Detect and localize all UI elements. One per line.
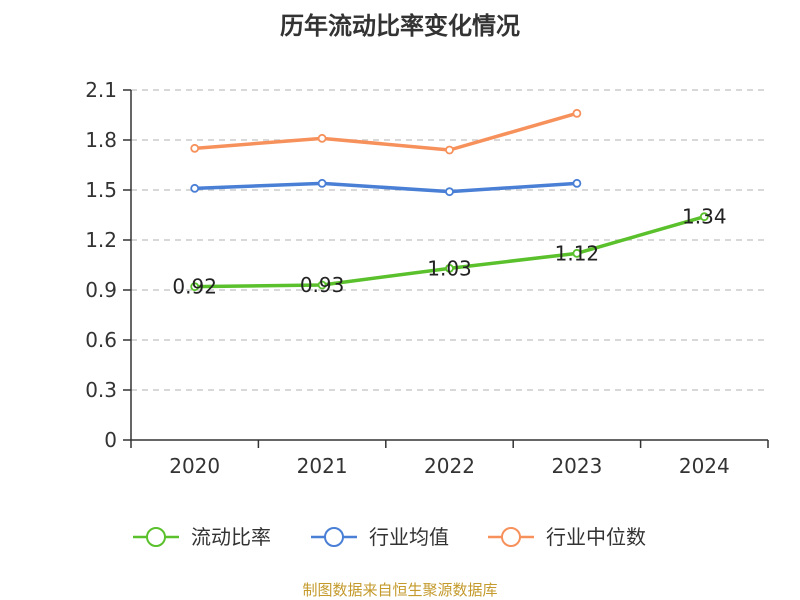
chart-title: 历年流动比率变化情况 bbox=[280, 12, 520, 40]
data-label-2023: 1.12 bbox=[555, 241, 600, 265]
data-source-note: 制图数据来自恒生聚源数据库 bbox=[302, 581, 498, 599]
y-tick-label: 0 bbox=[104, 428, 117, 452]
data-point-s0-2021 bbox=[317, 280, 327, 290]
data-point-s1-2022 bbox=[445, 187, 454, 197]
x-tick-label-2020: 2020 bbox=[169, 454, 220, 478]
x-tick-label-2024: 2024 bbox=[679, 454, 730, 478]
data-point-s1-2023 bbox=[572, 178, 582, 188]
legend-marker-icon bbox=[501, 527, 521, 547]
x-tick-label-2021: 2021 bbox=[297, 454, 348, 478]
data-point-s1-2020 bbox=[190, 183, 200, 193]
data-label-2022: 1.03 bbox=[427, 256, 472, 280]
series-line-2 bbox=[192, 111, 579, 152]
data-label-2020: 0.92 bbox=[172, 275, 217, 299]
y-tick-label: 1.5 bbox=[85, 178, 117, 202]
y-tick-label: 1.8 bbox=[85, 128, 117, 152]
grid-lines bbox=[131, 89, 768, 391]
legend-marker-icon bbox=[324, 527, 344, 547]
series-line-1 bbox=[192, 181, 579, 194]
y-tick-label: 1.2 bbox=[85, 228, 117, 252]
legend-item-2[interactable]: 行业中位数 bbox=[488, 525, 646, 549]
axes: 0 0.3 0.6 0.9 1.2 1.5 1.8 2.1 2020 2021 2022 2023 20… bbox=[85, 78, 769, 478]
legend-marker-icon bbox=[146, 527, 166, 547]
data-point-s2-2020 bbox=[190, 143, 200, 153]
y-tick-label: 2.1 bbox=[85, 78, 117, 102]
y-tick-label: 0.3 bbox=[85, 378, 117, 402]
data-point-s2-2023 bbox=[572, 108, 582, 118]
data-point-s0-2023 bbox=[572, 248, 582, 258]
y-tick-label: 0.9 bbox=[85, 278, 117, 302]
data-label-2024: 1.34 bbox=[682, 205, 727, 229]
legend-label: 行业中位数 bbox=[546, 525, 646, 549]
legend-label: 行业均值 bbox=[369, 525, 449, 549]
data-point-s2-2021 bbox=[317, 133, 327, 143]
legend-label: 流动比率 bbox=[191, 525, 271, 549]
data-label-2021: 0.93 bbox=[300, 273, 345, 297]
series-lines bbox=[190, 108, 709, 292]
data-point-s0-2020 bbox=[190, 282, 200, 292]
legend-item-1[interactable]: 行业均值 bbox=[311, 525, 449, 549]
legend-item-0[interactable]: 流动比率 bbox=[133, 525, 271, 549]
data-labels: 0.92 0.93 1.03 1.12 1.34 bbox=[172, 205, 726, 299]
x-tick-label-2022: 2022 bbox=[424, 454, 475, 478]
data-point-s0-2024 bbox=[699, 212, 709, 222]
data-point-s0-2022 bbox=[445, 263, 454, 273]
y-tick-label: 0.6 bbox=[85, 328, 117, 352]
legend: 流动比率 行业均值 行业中位数 bbox=[133, 525, 646, 549]
data-point-s1-2021 bbox=[317, 178, 327, 188]
data-point-s2-2022 bbox=[445, 145, 454, 155]
x-tick-label-2023: 2023 bbox=[551, 454, 602, 478]
